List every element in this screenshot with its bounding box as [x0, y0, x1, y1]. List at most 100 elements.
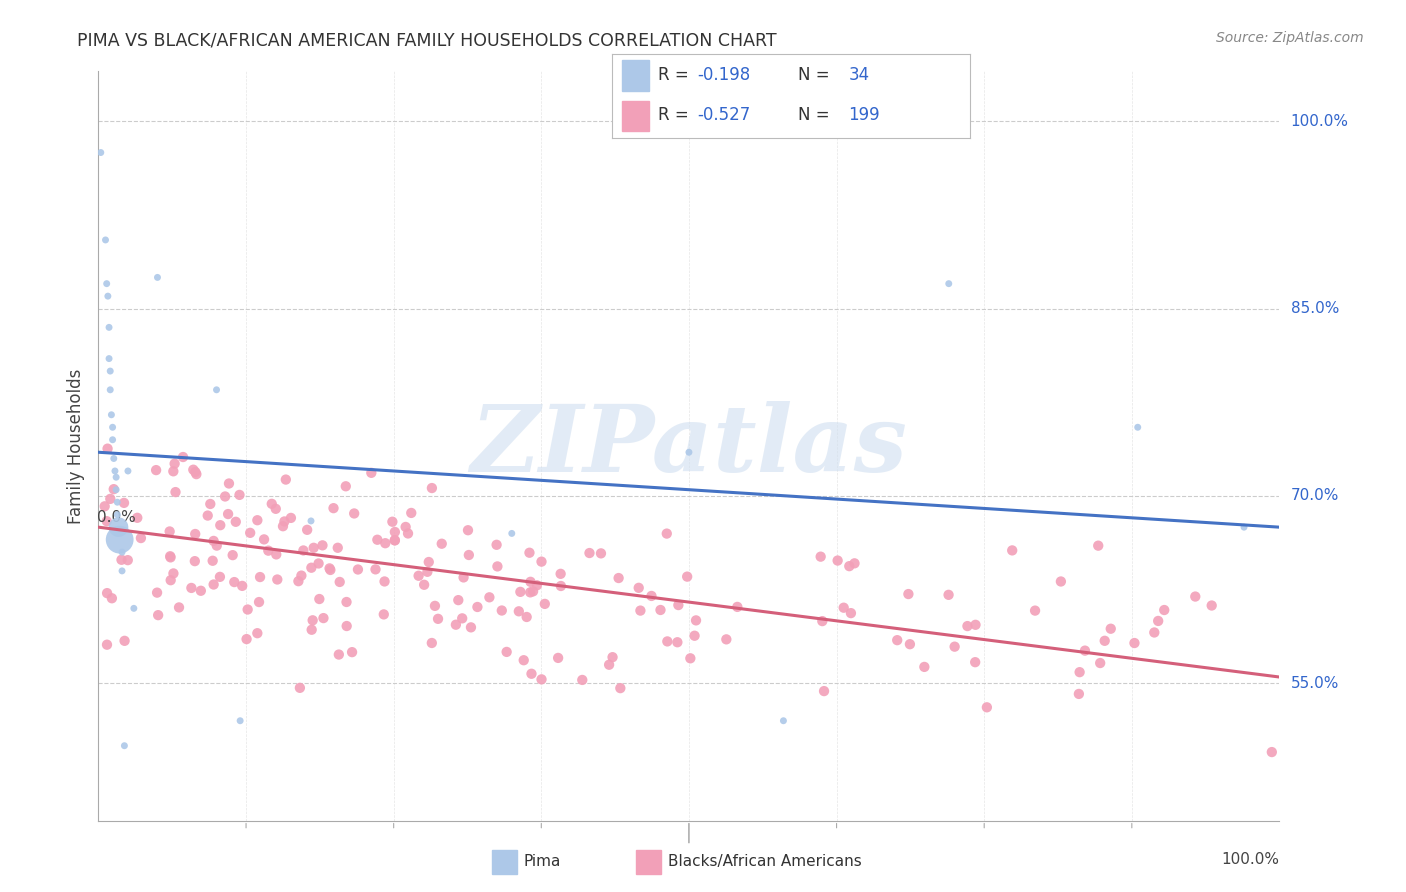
Point — [335, 479, 357, 493]
Point — [813, 684, 835, 698]
Point — [1184, 590, 1206, 604]
Point — [550, 579, 572, 593]
Point — [98, 351, 121, 366]
Point — [190, 583, 212, 598]
Point — [1074, 643, 1097, 657]
Text: 85.0%: 85.0% — [1291, 301, 1339, 316]
Text: 34: 34 — [848, 66, 869, 84]
Point — [103, 451, 125, 466]
Point — [1261, 745, 1284, 759]
Point — [264, 548, 287, 562]
Text: 55.0%: 55.0% — [1291, 676, 1339, 690]
Text: -0.198: -0.198 — [697, 66, 751, 84]
Point — [159, 524, 181, 539]
Point — [167, 600, 190, 615]
Point — [224, 575, 246, 590]
Text: 100.0%: 100.0% — [1222, 852, 1279, 867]
Point — [159, 549, 181, 564]
Point — [516, 610, 538, 624]
Point — [96, 514, 118, 528]
Point — [420, 481, 443, 495]
Point — [976, 700, 998, 714]
Point — [146, 585, 169, 599]
Point — [772, 714, 794, 728]
Text: 0.0%: 0.0% — [97, 509, 136, 524]
Point — [162, 464, 184, 478]
Point — [607, 571, 630, 585]
Point — [264, 501, 287, 516]
Point — [162, 566, 184, 581]
Point — [197, 508, 219, 523]
Point — [288, 681, 311, 695]
Point — [292, 543, 315, 558]
Point — [273, 515, 295, 529]
Point — [111, 564, 134, 578]
Point — [93, 500, 115, 514]
Point — [373, 574, 395, 589]
Point — [495, 645, 517, 659]
Point — [96, 586, 118, 600]
Point — [1067, 687, 1090, 701]
Point — [202, 533, 225, 548]
Point — [444, 617, 467, 632]
Point — [326, 541, 349, 555]
Point — [117, 464, 139, 478]
Point — [247, 595, 270, 609]
Point — [159, 550, 181, 565]
Point — [200, 497, 222, 511]
Point — [1123, 636, 1146, 650]
Bar — [492, 850, 517, 873]
Point — [107, 520, 129, 534]
Point — [287, 574, 309, 589]
Point — [122, 601, 145, 615]
Point — [1099, 622, 1122, 636]
Point — [423, 599, 446, 613]
Point — [1201, 599, 1223, 613]
Point — [912, 660, 935, 674]
Point — [127, 510, 149, 524]
Point — [236, 602, 259, 616]
Point — [965, 655, 987, 669]
Point — [609, 681, 631, 695]
Point — [578, 546, 600, 560]
Point — [90, 145, 112, 160]
Point — [451, 611, 474, 625]
Point — [105, 495, 128, 509]
Point — [716, 632, 738, 647]
Point — [217, 507, 239, 521]
Point — [319, 563, 342, 577]
Point — [105, 508, 128, 522]
Point — [508, 604, 530, 618]
Point — [467, 599, 489, 614]
Point — [280, 511, 302, 525]
Point — [146, 608, 169, 623]
Point — [249, 570, 271, 584]
Point — [364, 562, 387, 576]
Point — [396, 526, 419, 541]
Text: Blacks/African Americans: Blacks/African Americans — [668, 855, 862, 869]
Point — [340, 645, 363, 659]
Point — [98, 320, 121, 334]
Point — [811, 614, 834, 628]
Point — [165, 485, 187, 500]
Point — [98, 364, 121, 378]
Point — [627, 581, 650, 595]
Point — [221, 548, 243, 562]
Point — [105, 470, 128, 484]
Point — [685, 613, 707, 627]
Point — [418, 555, 440, 569]
Point — [103, 482, 125, 496]
Point — [485, 538, 508, 552]
Point — [260, 497, 283, 511]
Point — [231, 579, 253, 593]
Point — [308, 557, 330, 571]
Text: 100.0%: 100.0% — [1291, 114, 1348, 128]
Point — [184, 527, 207, 541]
Point — [650, 603, 672, 617]
Point — [427, 612, 450, 626]
Point — [384, 533, 406, 548]
Point — [301, 613, 323, 627]
Point — [453, 570, 475, 584]
Point — [1147, 614, 1170, 628]
Point — [491, 603, 513, 617]
